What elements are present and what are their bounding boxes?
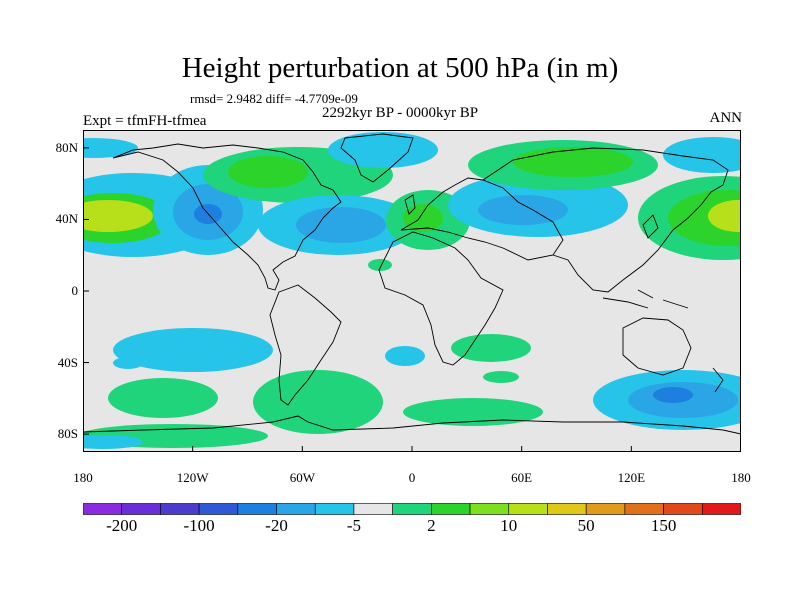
anomaly-blob	[113, 357, 143, 369]
time-period: 2292kyr BP - 0000kyr BP	[321, 105, 479, 121]
anomaly-blob	[663, 137, 741, 173]
lon-tick-label: 180	[73, 470, 93, 485]
anomaly-blob	[83, 435, 143, 449]
anomaly-blob	[83, 138, 138, 158]
lon-tick-label: 0	[408, 470, 416, 485]
lon-tick-label: 180	[731, 470, 751, 485]
colorbar-swatch	[160, 503, 200, 515]
colorbar-swatch	[392, 503, 432, 515]
colorbar-swatch	[314, 503, 355, 515]
lon-tick-label: 120E	[617, 470, 646, 485]
colorbar-swatch	[121, 503, 161, 515]
coastline-greenland	[340, 133, 414, 183]
anomaly-blob	[108, 378, 218, 418]
lat-tick-label: 0	[71, 283, 79, 298]
season-label: ANN	[709, 110, 743, 126]
colorbar-swatch	[431, 503, 471, 515]
anomaly-blob	[708, 200, 741, 232]
colorbar-label: 150	[650, 516, 677, 535]
colorbar-swatch	[353, 503, 393, 515]
colorbar-swatch	[508, 503, 548, 515]
coastline-antarctica	[83, 415, 741, 435]
anomaly-blob	[296, 207, 386, 243]
colorbar-swatch	[701, 503, 741, 515]
coastline-new-zealand	[712, 367, 724, 393]
coastlines	[83, 133, 741, 435]
colorbar-label: -100	[183, 516, 215, 535]
anomaly-blob	[653, 387, 693, 403]
colorbar-swatch	[237, 503, 277, 515]
anomaly-blob	[451, 334, 531, 362]
stats-text: rmsd= 2.9482 diff= -4.7709e-09	[190, 91, 358, 106]
anomaly-blob	[228, 156, 308, 188]
anomaly-blob	[403, 204, 443, 232]
anomaly-blob	[253, 370, 383, 434]
colorbar-swatch	[83, 503, 123, 515]
colorbar-swatch	[198, 503, 239, 515]
coastline-asia	[482, 147, 729, 293]
anomaly-blob	[513, 147, 633, 177]
coastline-britain	[404, 194, 416, 215]
lon-tick-label: 60E	[511, 470, 533, 485]
coastline-japan	[642, 214, 659, 239]
lat-tick-label: 40N	[55, 211, 78, 227]
lat-tick-label: 80S	[57, 426, 78, 442]
world-map	[83, 130, 741, 452]
anomaly-blob	[368, 259, 392, 271]
colorbar-swatch	[663, 503, 703, 515]
coastline-north-america	[112, 143, 342, 291]
colorbar-swatch	[469, 503, 510, 515]
colorbar-label: 10	[500, 516, 518, 535]
colorbar-swatch	[624, 503, 664, 515]
lon-tick-label: 120W	[176, 470, 209, 485]
coastline-europe	[400, 177, 564, 261]
experiment-label: Expt = tfmFH-tfmea	[83, 113, 207, 129]
lat-tick-label: 80N	[55, 139, 78, 155]
anomaly-blob	[113, 328, 273, 372]
lon-tick-label: 60W	[289, 470, 315, 485]
map-title: Height perturbation at 500 hPa (in m)	[181, 52, 619, 84]
anomaly-blob	[403, 398, 543, 426]
colorbar-swatch	[276, 503, 316, 515]
anomaly-layer	[83, 132, 741, 449]
anomaly-blob	[483, 371, 519, 383]
colorbar-label: -20	[265, 516, 288, 535]
anomaly-blob	[385, 346, 425, 366]
colorbar-swatch	[585, 503, 626, 515]
colorbar-label: 2	[427, 516, 436, 535]
coastline-africa	[378, 231, 504, 366]
colorbar-label: -5	[346, 516, 362, 535]
colorbar-label: 50	[577, 516, 595, 535]
coastline-south-america	[269, 284, 342, 406]
coastline-indonesia	[602, 289, 689, 309]
colorbar-swatch	[547, 503, 587, 515]
anomaly-blob	[83, 200, 153, 232]
lat-tick-label: 40S	[57, 354, 78, 370]
colorbar	[83, 503, 741, 515]
anomaly-blob	[328, 132, 438, 168]
colorbar-label: -200	[106, 516, 138, 535]
anomaly-blob	[478, 195, 568, 225]
coastline-australia	[622, 317, 692, 376]
tick-marks	[83, 147, 741, 452]
